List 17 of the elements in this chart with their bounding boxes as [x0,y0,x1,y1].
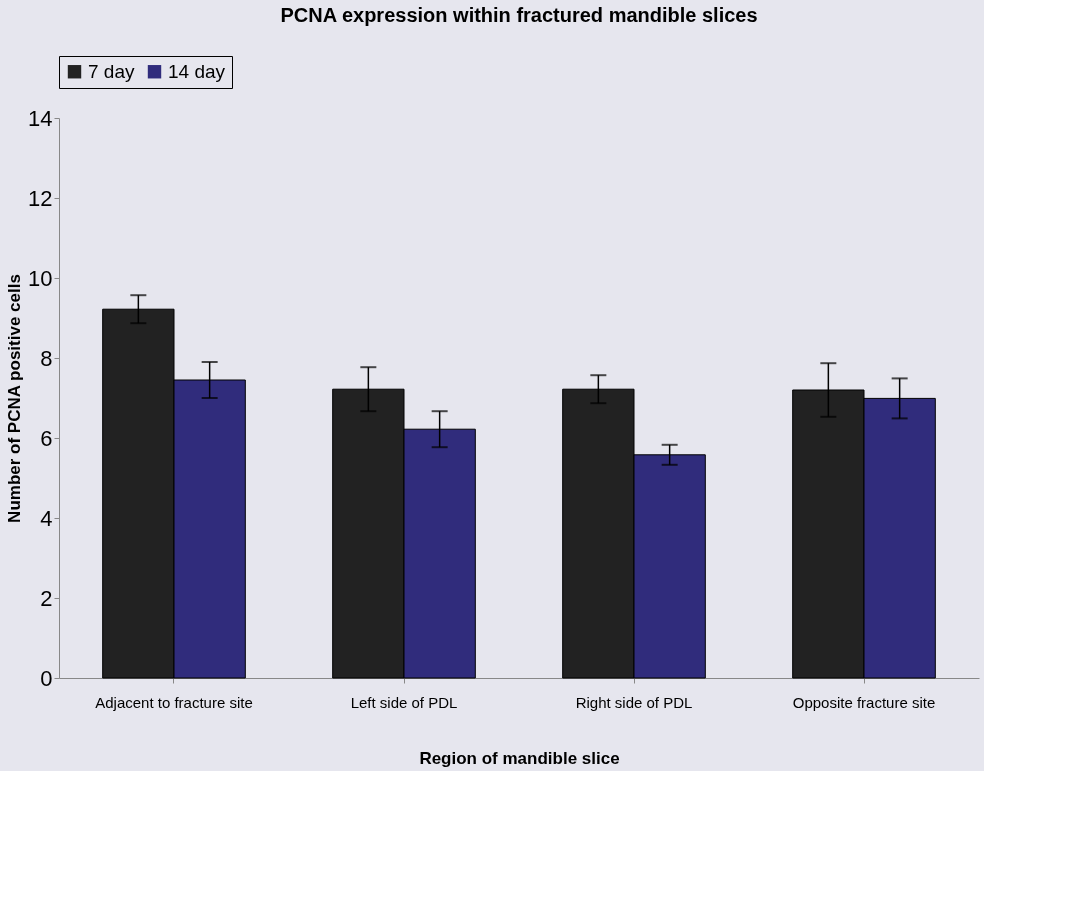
y-tick-label: 12 [28,185,53,211]
x-tick-label: Left side of PDL [350,693,458,711]
x-tick-label: Opposite fracture site [792,693,936,711]
y-tick-label: 10 [28,265,53,291]
y-tick-label: 4 [40,505,53,531]
y-axis-title: Number of PCNA positive cells [5,274,25,523]
y-tick-label: 2 [40,585,53,611]
y-tick-label: 14 [28,105,53,131]
y-tick-label: 8 [40,345,53,371]
x-axis-title: Region of mandible slice [419,748,620,768]
x-tick-label: Right side of PDL [575,693,693,711]
legend-label: 14 day [168,60,226,82]
x-tick-label: Adjacent to fracture site [95,693,253,711]
y-tick-label: 6 [40,425,53,451]
legend-label: 7 day [88,60,135,82]
chart-title: PCNA expression within fractured mandible slices [280,3,758,26]
y-tick-label: 0 [40,665,53,691]
